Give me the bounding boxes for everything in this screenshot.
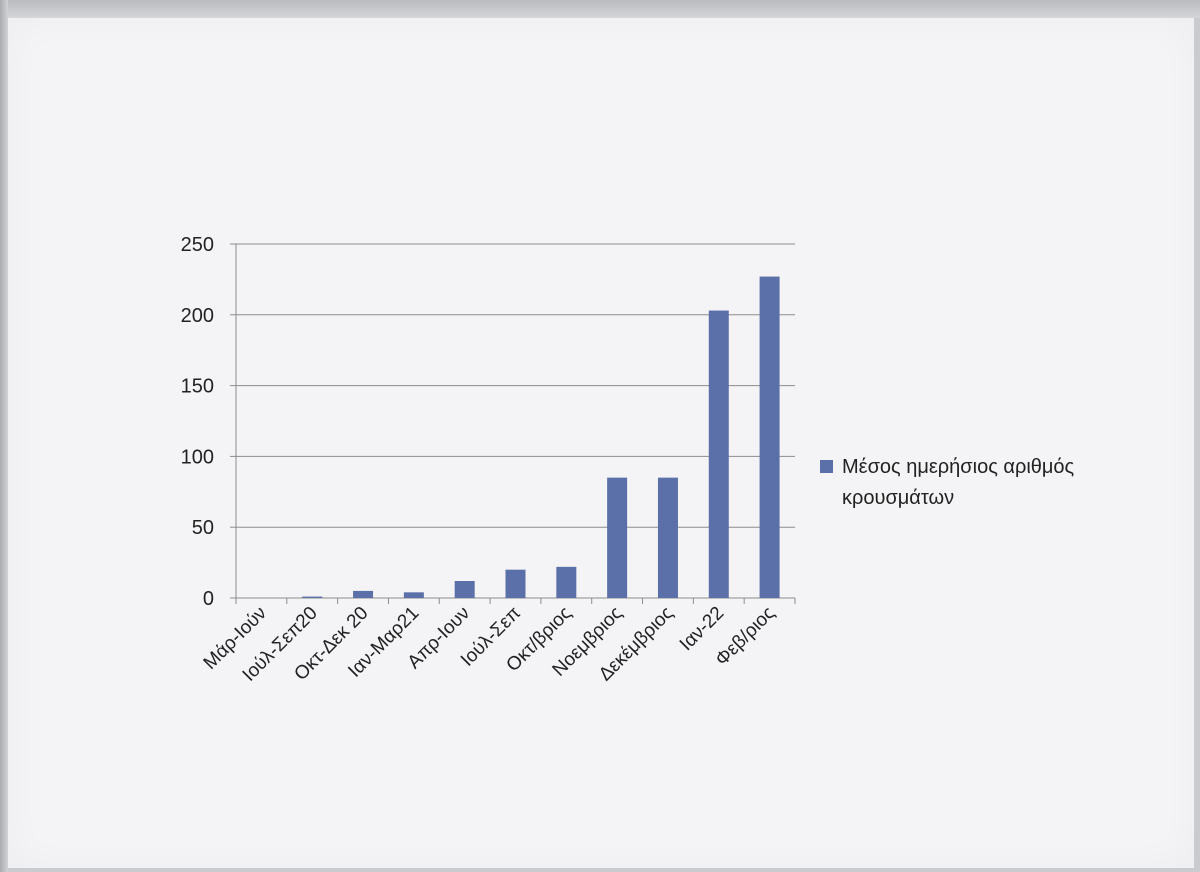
bar [708,310,729,598]
bar [403,592,424,598]
bar [759,276,780,598]
bar [302,596,323,598]
y-tick-label: 0 [203,588,214,610]
scan-edge-left [0,0,8,872]
gridlines [236,243,795,528]
y-tick-labels: 0 50 100 150 200 250 [181,234,214,610]
paper-sheet [8,18,1194,868]
bar [454,581,475,598]
bars [302,276,780,598]
y-tick-label: 150 [181,376,214,398]
y-tick-label: 100 [181,446,214,468]
legend-swatch [820,460,833,473]
y-tick-label: 200 [181,305,214,327]
y-tick-label: 250 [181,234,214,256]
bar [353,590,374,598]
legend-series-label: Μέσος ημερήσιος αριθμός κρουσμάτων [842,456,1075,509]
bar [607,477,628,598]
y-tick-label: 50 [192,517,214,539]
bar [657,477,678,598]
scan-edge-top [0,0,1200,18]
bar [556,566,577,598]
bar [505,569,526,598]
